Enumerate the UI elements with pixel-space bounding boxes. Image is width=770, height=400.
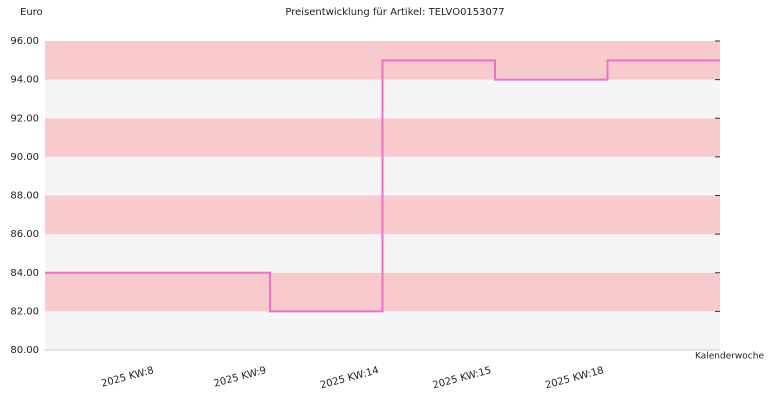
y-tick-label: 90.00 bbox=[10, 152, 39, 163]
y-tick-label: 88.00 bbox=[10, 191, 39, 202]
y-tick-label: 96.00 bbox=[10, 36, 39, 47]
y-tick-label: 86.00 bbox=[10, 229, 39, 240]
x-tick-label: 2025 KW:8 bbox=[100, 365, 155, 390]
y-tick-label: 92.00 bbox=[10, 113, 39, 124]
x-tick-label: 2025 KW:15 bbox=[432, 365, 493, 391]
y-axis-label: Euro bbox=[20, 7, 43, 18]
x-tick-label: 2025 KW:18 bbox=[544, 365, 605, 391]
y-tick-label: 84.00 bbox=[10, 268, 39, 279]
y-tick-label: 82.00 bbox=[10, 306, 39, 317]
x-axis-label: Kalenderwoche bbox=[695, 352, 764, 362]
x-tick-label: 2025 KW:9 bbox=[213, 365, 268, 390]
y-tick-label: 94.00 bbox=[10, 75, 39, 86]
x-tick-label: 2025 KW:14 bbox=[319, 365, 380, 391]
y-tick-label: 80.00 bbox=[10, 345, 39, 356]
price-line bbox=[45, 59, 720, 313]
chart-title: Preisentwicklung für Artikel: TELVO01530… bbox=[285, 7, 504, 18]
band bbox=[45, 311, 720, 350]
